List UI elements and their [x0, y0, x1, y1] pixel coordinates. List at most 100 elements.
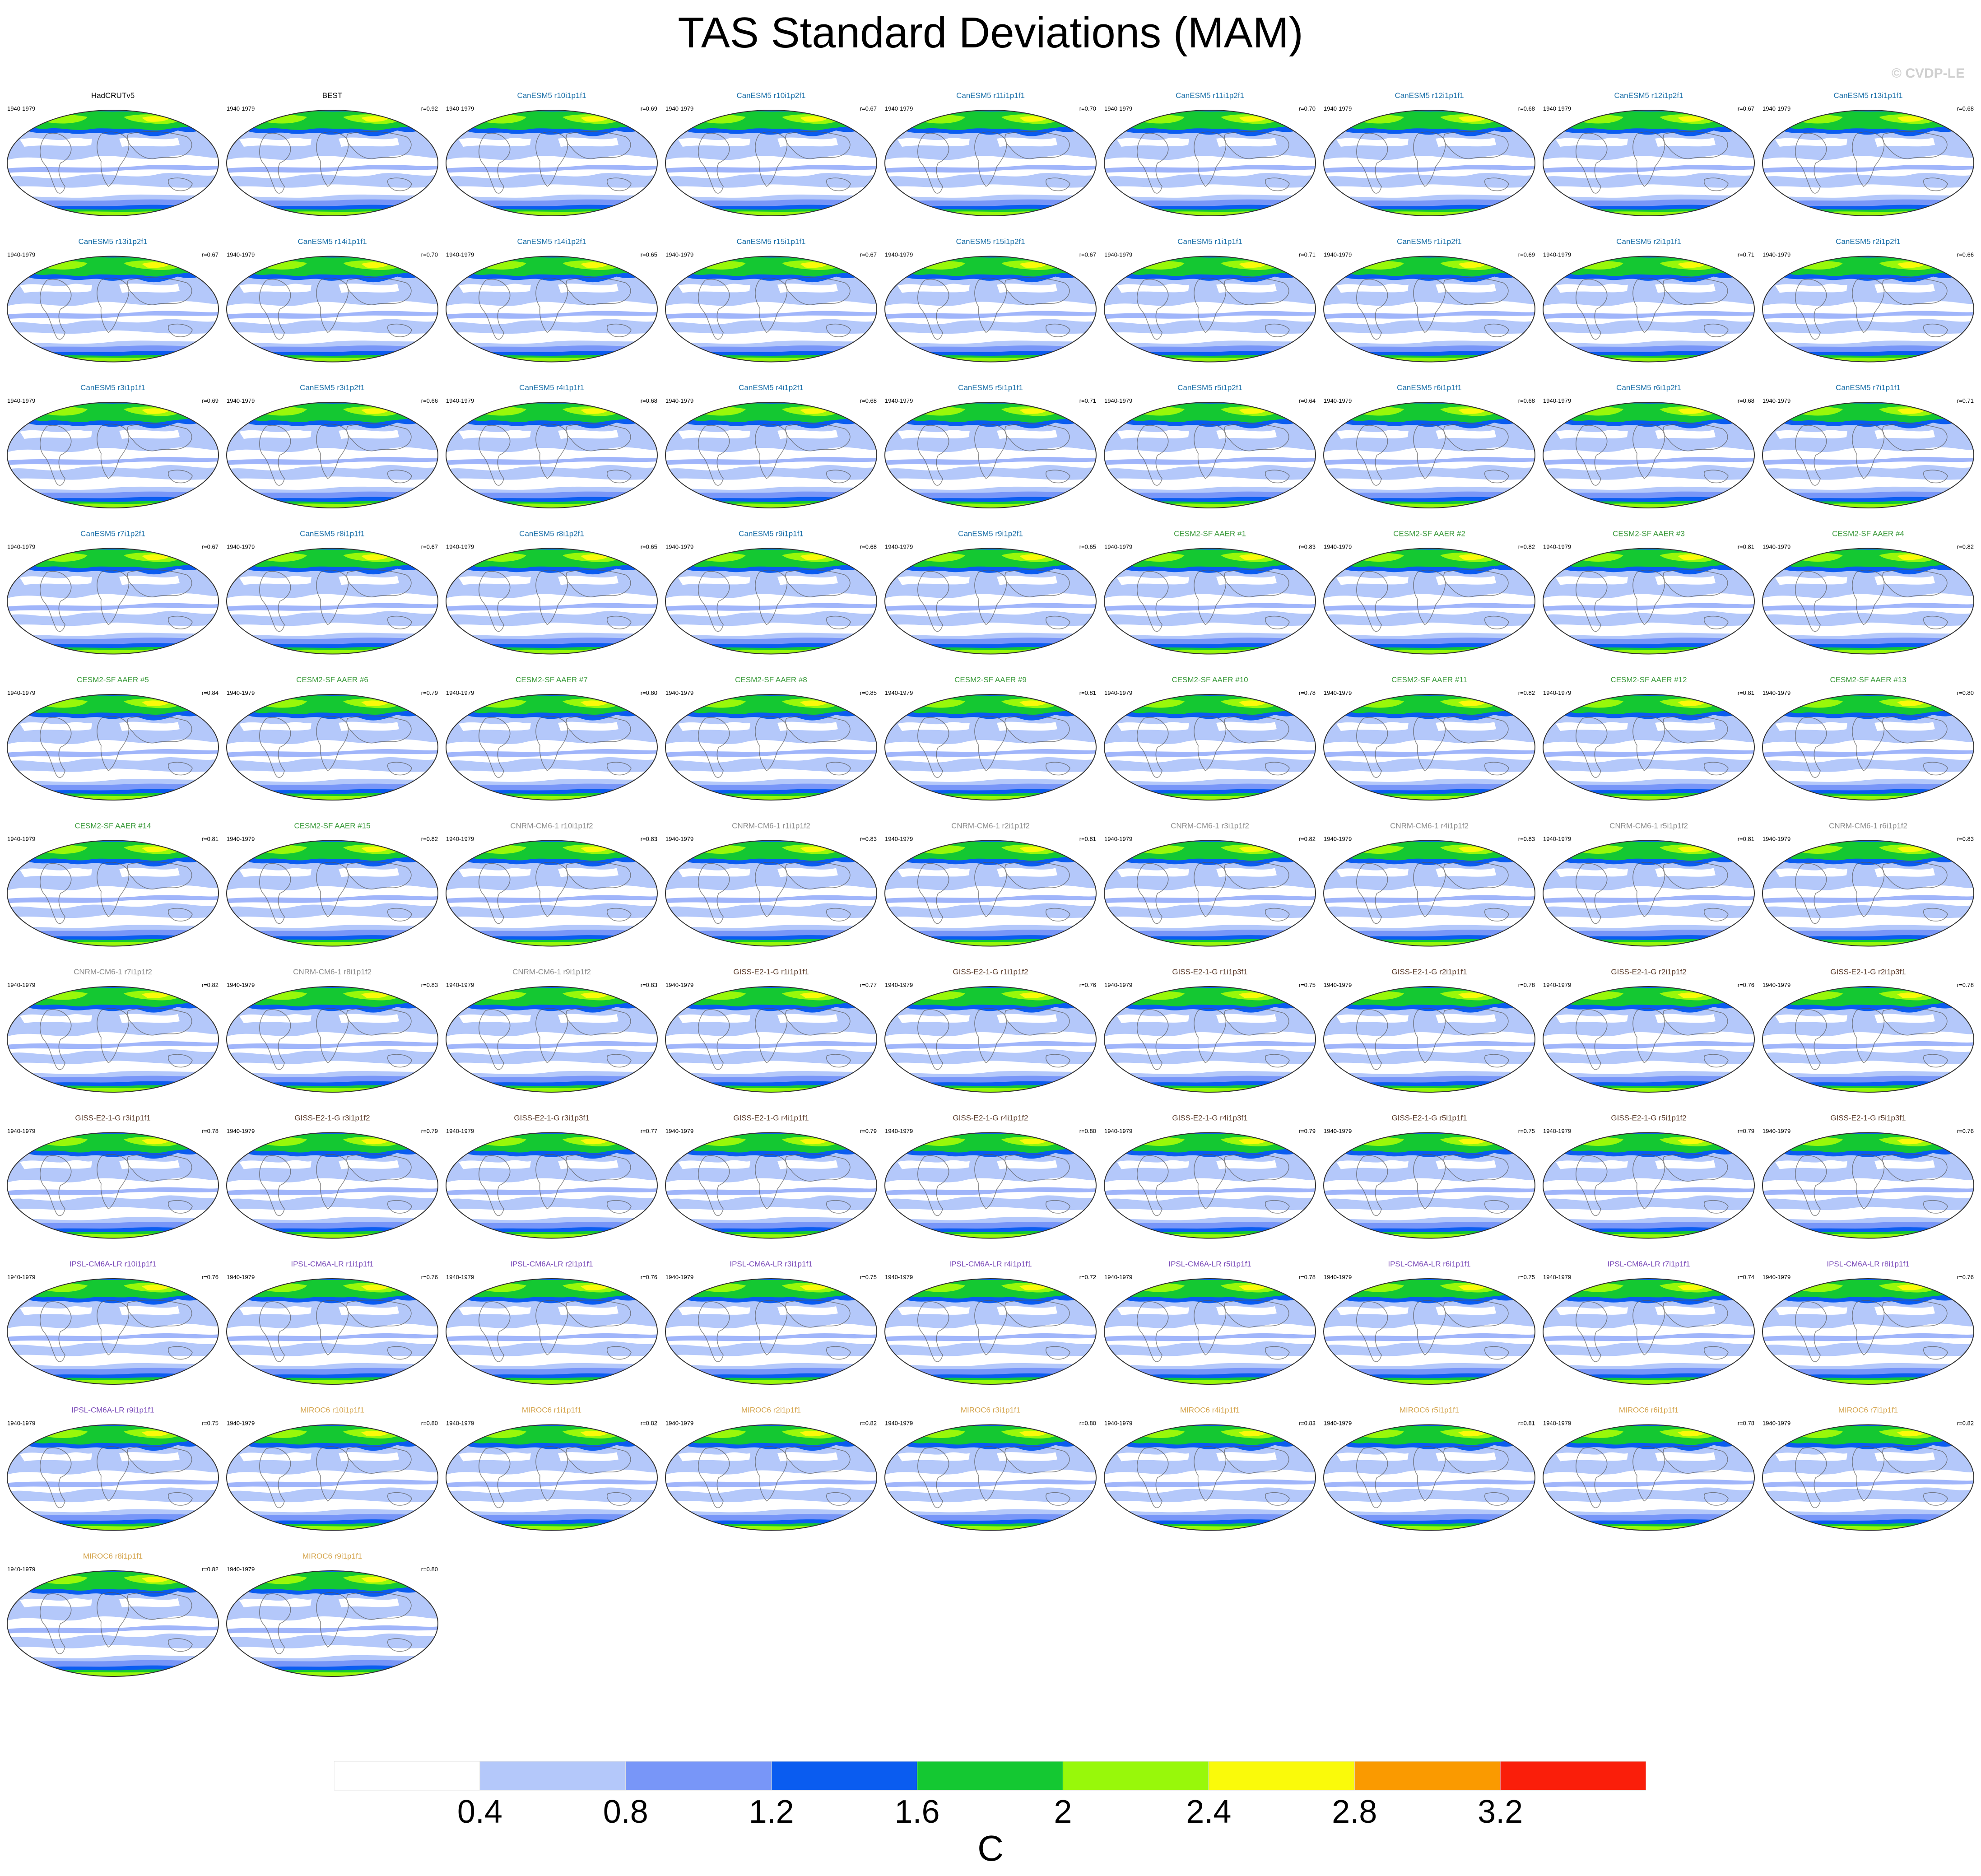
- panel-period: 1940-1979: [1324, 105, 1352, 112]
- map-panel: CanESM5 r11i1p2f1 1940-1979 r=0.70: [1103, 91, 1316, 216]
- panel-title: CanESM5 r11i1p2f1: [1176, 91, 1244, 100]
- panel-period: 1940-1979: [227, 251, 255, 258]
- panel-correlation: r=0.75: [1299, 982, 1316, 988]
- globe-map: [6, 693, 219, 800]
- panel-title: MIROC6 r1i1p1f1: [522, 1406, 581, 1415]
- panel-period: 1940-1979: [1762, 689, 1790, 696]
- map-panel: CNRM-CM6-1 r5i1p1f2 1940-1979 r=0.81: [1542, 822, 1755, 946]
- panel-period: 1940-1979: [885, 397, 913, 404]
- globe-map: [1542, 547, 1755, 654]
- globe-map: [884, 547, 1097, 654]
- panel-correlation: r=0.66: [421, 397, 438, 404]
- globe-map: [226, 1277, 439, 1384]
- panel-period: 1940-1979: [446, 251, 474, 258]
- map-panel: CanESM5 r15i1p2f1 1940-1979 r=0.67: [884, 237, 1097, 362]
- panel-period: 1940-1979: [1324, 1274, 1352, 1280]
- panel-correlation: r=0.68: [860, 544, 877, 550]
- map-panel: GISS-E2-1-G r4i1p1f2 1940-1979 r=0.80: [884, 1114, 1097, 1238]
- colorbar-tick-label: 0.8: [603, 1794, 648, 1830]
- panel-title: MIROC6 r7i1p1f1: [1838, 1406, 1898, 1415]
- globe-map: [1323, 1131, 1536, 1238]
- globe-map: [665, 693, 878, 800]
- colorbar-bin: [334, 1761, 480, 1791]
- panel-period: 1940-1979: [1762, 544, 1790, 550]
- panel-correlation: r=0.79: [1299, 1128, 1316, 1135]
- panel-period: 1940-1979: [1324, 397, 1352, 404]
- globe-map: [1323, 1423, 1536, 1530]
- map-panel: MIROC6 r2i1p1f1 1940-1979 r=0.82: [665, 1406, 878, 1531]
- panel-period: 1940-1979: [1324, 1420, 1352, 1427]
- globe-map: [1103, 255, 1316, 362]
- panel-period: 1940-1979: [665, 689, 693, 696]
- panel-period: 1940-1979: [885, 982, 913, 988]
- map-panel: MIROC6 r4i1p1f1 1940-1979 r=0.83: [1103, 1406, 1316, 1531]
- panel-period: 1940-1979: [1104, 397, 1132, 404]
- map-panel: CNRM-CM6-1 r10i1p1f2 1940-1979 r=0.83: [445, 822, 658, 946]
- globe-map: [1542, 1131, 1755, 1238]
- panel-correlation: r=0.69: [1518, 251, 1535, 258]
- panel-title: CanESM5 r6i1p1f1: [1397, 383, 1462, 392]
- panel-correlation: r=0.68: [641, 397, 657, 404]
- map-panel: CESM2-SF AAER #11 1940-1979 r=0.82: [1323, 675, 1536, 800]
- globe-map: [445, 839, 658, 946]
- map-panel: CESM2-SF AAER #6 1940-1979 r=0.79: [226, 675, 439, 800]
- panel-period: 1940-1979: [1324, 251, 1352, 258]
- panel-correlation: r=0.83: [1299, 544, 1316, 550]
- panel-title: CNRM-CM6-1 r8i1p1f2: [293, 968, 372, 976]
- panel-correlation: r=0.68: [1738, 397, 1754, 404]
- panel-correlation: r=0.78: [1299, 689, 1316, 696]
- map-panel: CanESM5 r9i1p2f1 1940-1979 r=0.65: [884, 530, 1097, 654]
- map-panel: CanESM5 r14i1p1f1 1940-1979 r=0.70: [226, 237, 439, 362]
- panel-correlation: r=0.71: [1738, 251, 1754, 258]
- panel-period: 1940-1979: [885, 251, 913, 258]
- globe-map: [445, 1423, 658, 1530]
- map-panel: GISS-E2-1-G r2i1p3f1 1940-1979 r=0.78: [1762, 968, 1975, 1092]
- panel-period: 1940-1979: [1762, 251, 1790, 258]
- map-panel: IPSL-CM6A-LR r10i1p1f1 1940-1979 r=0.76: [6, 1260, 219, 1384]
- map-panel: CanESM5 r8i1p2f1 1940-1979 r=0.65: [445, 530, 658, 654]
- panel-title: CanESM5 r14i1p2f1: [517, 237, 586, 246]
- panel-title: CanESM5 r8i1p2f1: [519, 530, 584, 538]
- panel-correlation: r=0.67: [1079, 251, 1096, 258]
- panel-period: 1940-1979: [1104, 1420, 1132, 1427]
- panel-correlation: r=0.64: [1299, 397, 1316, 404]
- panel-period: 1940-1979: [446, 1274, 474, 1280]
- panel-period: 1940-1979: [227, 105, 255, 112]
- panel-period: 1940-1979: [1104, 1274, 1132, 1280]
- map-panel: GISS-E2-1-G r5i1p1f1 1940-1979 r=0.75: [1323, 1114, 1536, 1238]
- map-panel: CanESM5 r11i1p1f1 1940-1979 r=0.70: [884, 91, 1097, 216]
- panel-correlation: r=0.67: [860, 251, 877, 258]
- panel-title: CESM2-SF AAER #9: [954, 675, 1027, 684]
- panel-title: CanESM5 r6i1p2f1: [1616, 383, 1681, 392]
- map-panel: CanESM5 r7i1p2f1 1940-1979 r=0.67: [6, 530, 219, 654]
- map-panel: CanESM5 r2i1p2f1 1940-1979 r=0.66: [1762, 237, 1975, 362]
- panel-correlation: r=0.84: [202, 689, 219, 696]
- panel-correlation: r=0.81: [1079, 689, 1096, 696]
- panel-period: 1940-1979: [665, 397, 693, 404]
- map-panel: CNRM-CM6-1 r6i1p1f2 1940-1979 r=0.83: [1762, 822, 1975, 946]
- panel-correlation: r=0.83: [421, 982, 438, 988]
- map-panel: CanESM5 r15i1p1f1 1940-1979 r=0.67: [665, 237, 878, 362]
- map-panel: HadCRUTv5 1940-1979: [6, 91, 219, 216]
- globe-map: [1542, 1423, 1755, 1530]
- panel-period: 1940-1979: [227, 1420, 255, 1427]
- panel-title: CESM2-SF AAER #7: [516, 675, 588, 684]
- panel-title: CanESM5 r1i1p1f1: [1177, 237, 1242, 246]
- map-panel: GISS-E2-1-G r5i1p3f1 1940-1979 r=0.76: [1762, 1114, 1975, 1238]
- panel-title: CanESM5 r10i1p2f1: [736, 91, 805, 100]
- panel-title: IPSL-CM6A-LR r6i1p1f1: [1388, 1260, 1470, 1268]
- colorbar: [334, 1761, 1646, 1791]
- map-panel: MIROC6 r8i1p1f1 1940-1979 r=0.82: [6, 1552, 219, 1676]
- colorbar-bin: [625, 1761, 772, 1791]
- panel-title: CESM2-SF AAER #10: [1172, 675, 1248, 684]
- panel-correlation: r=0.70: [421, 251, 438, 258]
- panel-period: 1940-1979: [227, 982, 255, 988]
- panel-title: CanESM5 r13i1p2f1: [78, 237, 147, 246]
- map-panel: CESM2-SF AAER #4 1940-1979 r=0.82: [1762, 530, 1975, 654]
- panel-title: CanESM5 r12i1p1f1: [1395, 91, 1464, 100]
- panel-title: CESM2-SF AAER #14: [74, 822, 151, 830]
- globe-map: [1103, 547, 1316, 654]
- colorbar-tick-label: 2: [1054, 1794, 1072, 1830]
- panel-period: 1940-1979: [1543, 1274, 1571, 1280]
- panel-correlation: r=0.75: [1518, 1274, 1535, 1280]
